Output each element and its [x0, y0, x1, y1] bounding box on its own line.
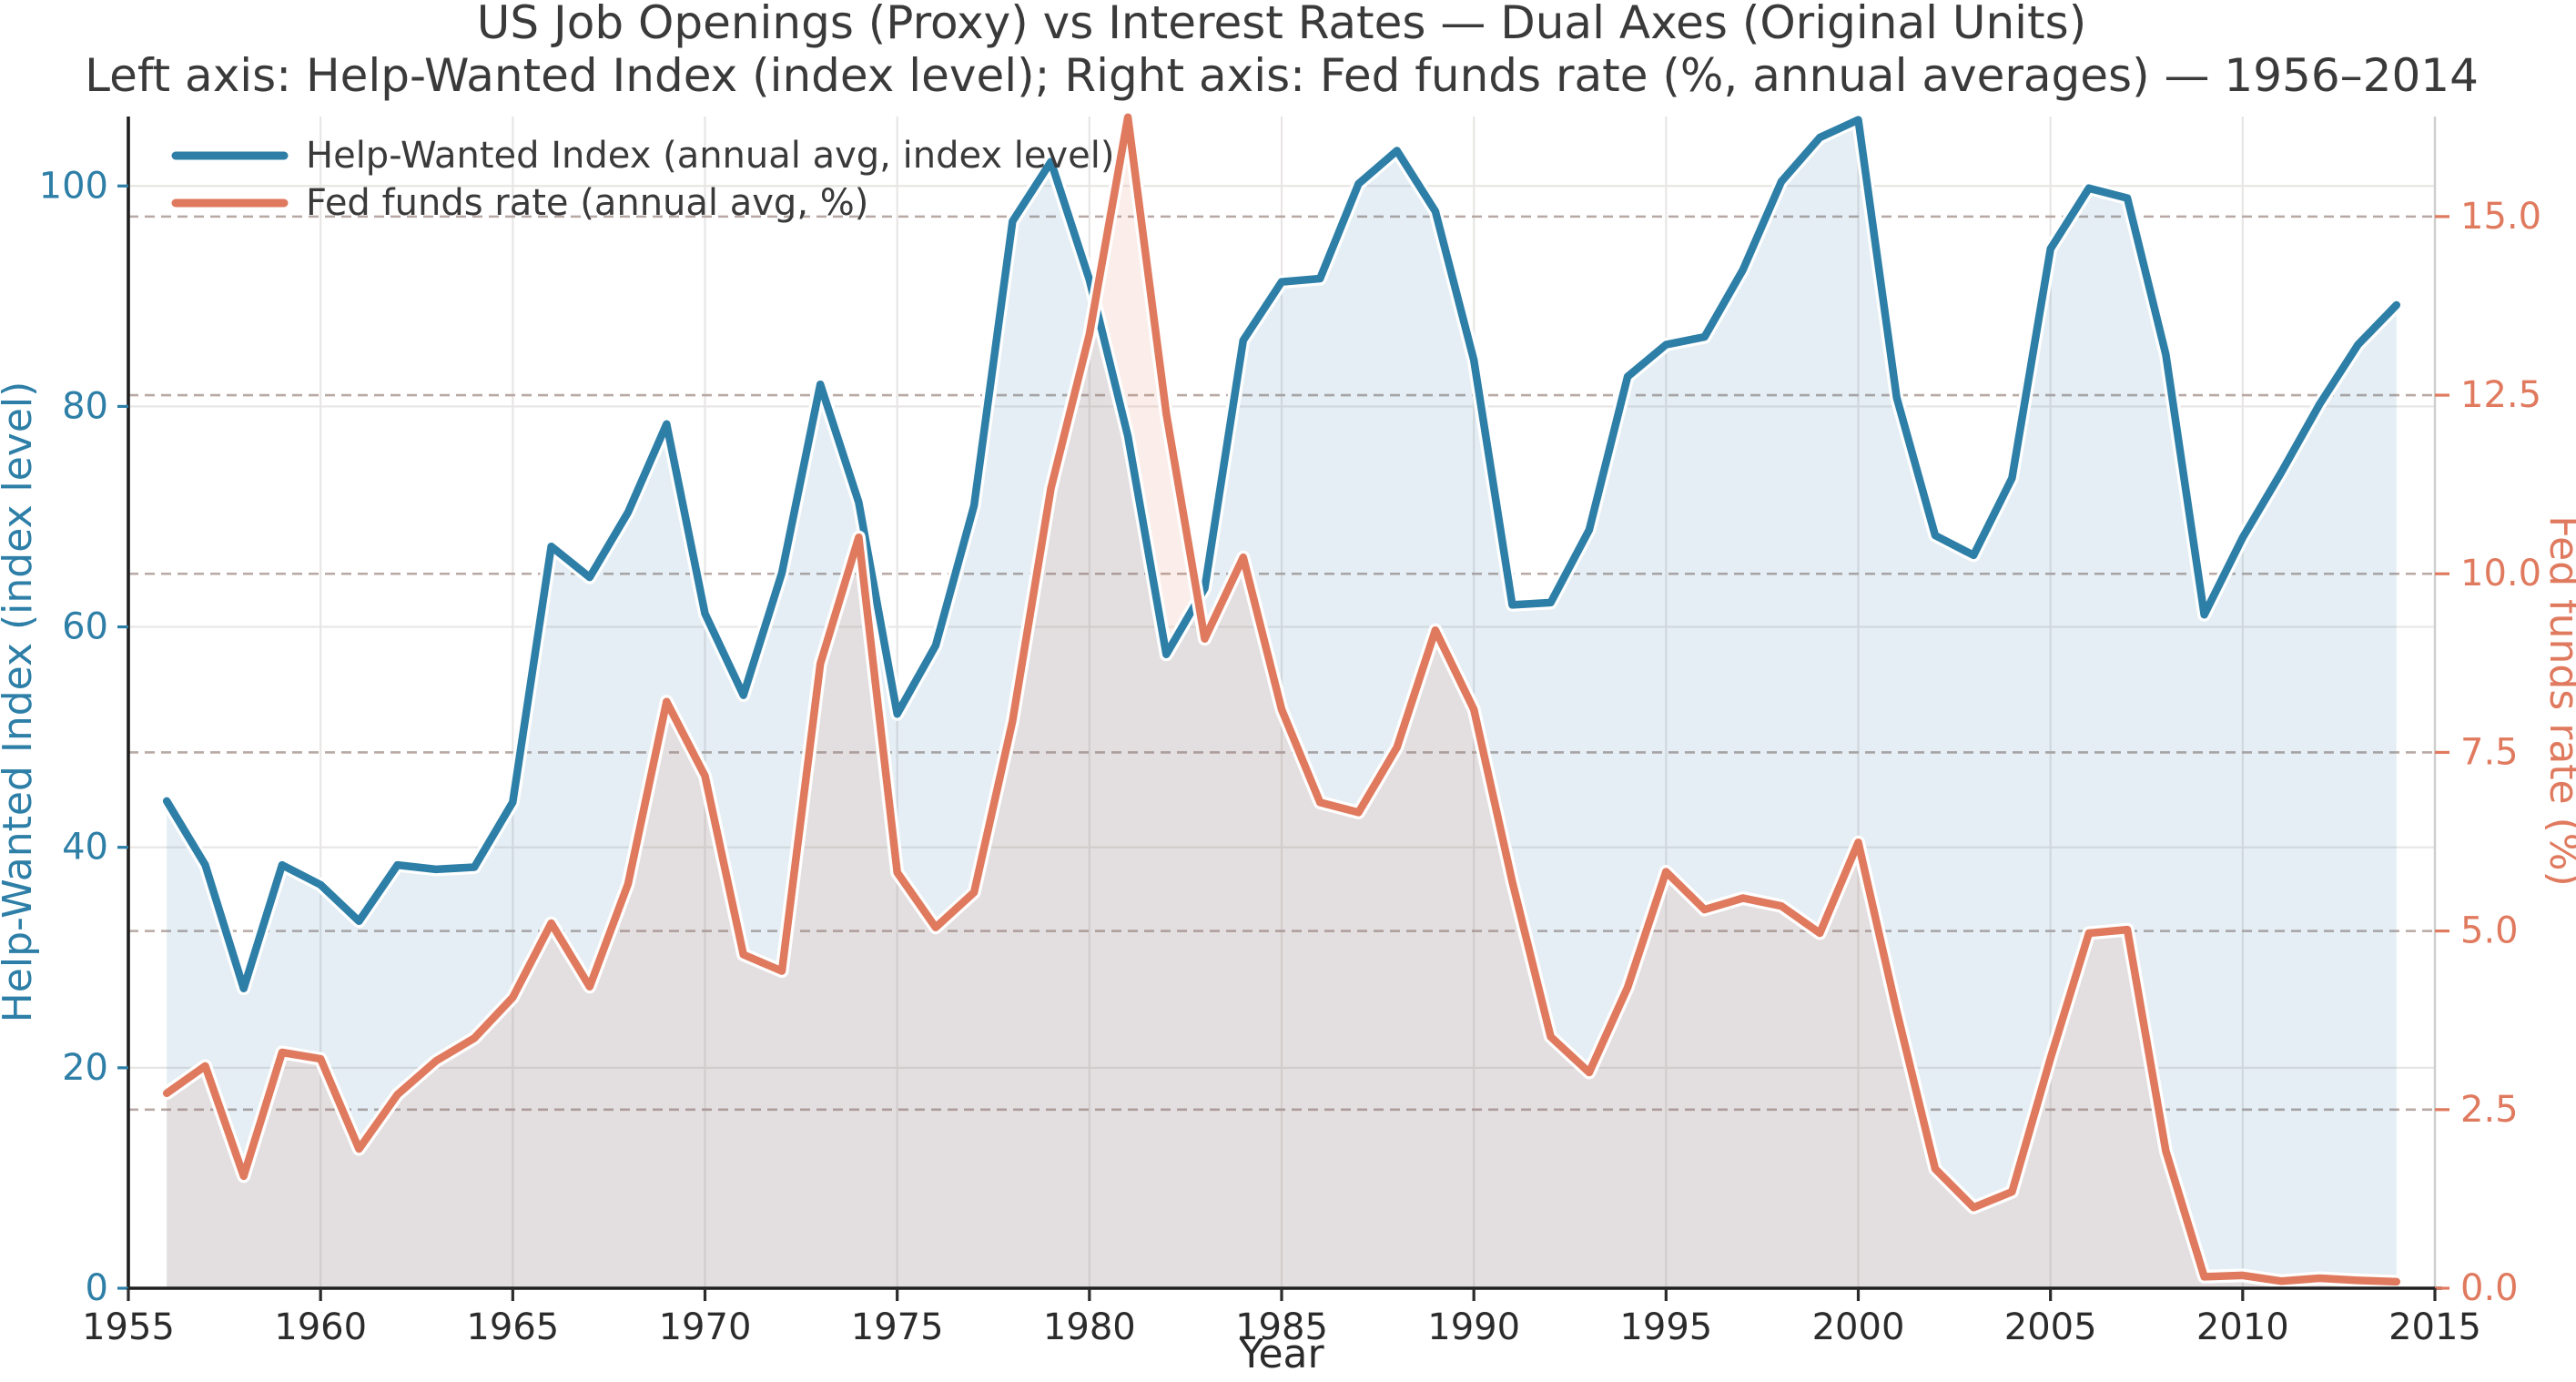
left-tick-label: 100 — [39, 165, 108, 207]
x-tick-label: 2005 — [2004, 1306, 2097, 1348]
series-line-fedfunds — [162, 113, 2401, 1286]
tick-marks-and-labels: 0 20 40 60 80 100 0.0 2.5 5.0 7.5 10.0 12.5 15.0 1955… — [39, 165, 2541, 1348]
chart-title: US Job Openings (Proxy) vs Interest Rate… — [477, 0, 2086, 49]
left-tick-label: 20 — [62, 1047, 108, 1089]
legend: Help-Wanted Index (annual avg, index lev… — [171, 135, 1114, 224]
x-tick-label: 2010 — [2196, 1306, 2289, 1348]
x-tick-label: 1995 — [1619, 1306, 1712, 1348]
left-tick-label: 0 — [86, 1267, 108, 1309]
left-tick-label: 60 — [62, 606, 108, 648]
right-y-axis-label: Fed funds rate (%) — [2541, 515, 2576, 887]
right-tick-label: 10.0 — [2460, 553, 2541, 594]
x-tick-label: 2000 — [1812, 1306, 1905, 1348]
chart-subtitle: Left axis: Help-Wanted Index (index leve… — [85, 49, 2479, 102]
x-tick-label: 1980 — [1043, 1306, 1136, 1348]
x-axis-label: Year — [1238, 1331, 1324, 1377]
x-tick-label: 1990 — [1427, 1306, 1520, 1348]
series-line-helpwanted — [162, 116, 2401, 992]
left-y-axis-label: Help-Wanted Index (index level) — [0, 381, 41, 1023]
right-tick-label: 7.5 — [2460, 731, 2519, 773]
x-tick-label: 2015 — [2388, 1306, 2481, 1348]
right-tick-label: 5.0 — [2460, 910, 2519, 952]
legend-label-helpwanted: Help-Wanted Index (annual avg, index lev… — [306, 135, 1114, 177]
right-tick-label: 2.5 — [2460, 1089, 2519, 1131]
x-tick-label: 1960 — [274, 1306, 367, 1348]
left-tick-label: 80 — [62, 385, 108, 427]
right-tick-label: 15.0 — [2460, 196, 2541, 238]
x-tick-label: 1970 — [659, 1306, 752, 1348]
x-tick-label: 1965 — [466, 1306, 559, 1348]
x-tick-label: 1985 — [1235, 1306, 1328, 1348]
legend-label-fedfunds: Fed funds rate (annual avg, %) — [306, 182, 868, 224]
area-fill-fedfunds — [167, 117, 2397, 1288]
right-tick-label: 12.5 — [2460, 374, 2541, 416]
right-tick-label: 0.0 — [2460, 1267, 2519, 1309]
series-lines — [159, 110, 2404, 1289]
left-tick-label: 40 — [62, 827, 108, 869]
x-tick-label: 1975 — [851, 1306, 944, 1348]
x-tick-label: 1955 — [82, 1306, 175, 1348]
gridlines-dashed — [128, 215, 2435, 1112]
